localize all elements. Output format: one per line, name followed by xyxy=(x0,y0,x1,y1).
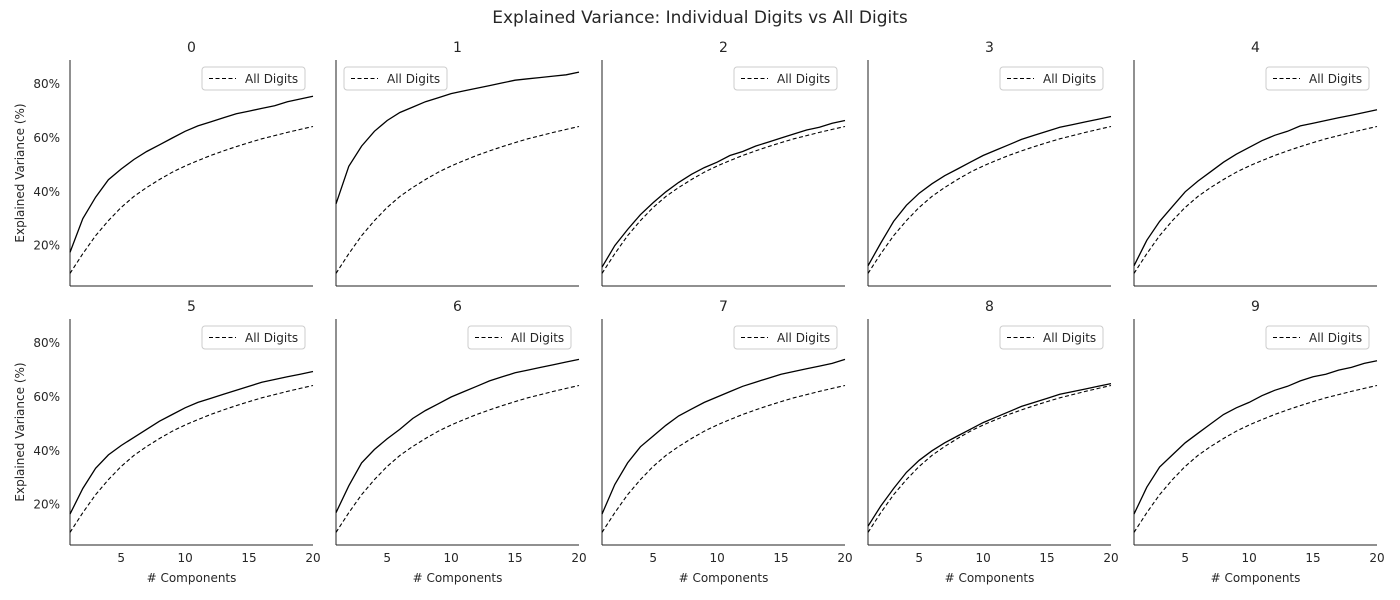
x-tick-label: 10 xyxy=(443,551,458,565)
digit-line xyxy=(1133,360,1378,515)
legend-label: All Digits xyxy=(511,331,564,345)
y-tick-label: 20% xyxy=(33,498,60,512)
all-digits-line xyxy=(335,384,580,533)
y-axis-label: Explained Variance (%) xyxy=(13,103,27,242)
legend-label: All Digits xyxy=(1043,331,1096,345)
y-tick-label: 60% xyxy=(33,390,60,404)
panel-title: 1 xyxy=(453,40,462,56)
y-tick-label: 40% xyxy=(33,444,60,458)
x-tick-label: 10 xyxy=(709,551,724,565)
x-tick-label: 15 xyxy=(241,551,256,565)
panel-title: 7 xyxy=(719,299,728,315)
panel-title: 8 xyxy=(985,299,994,315)
legend-label: All Digits xyxy=(387,72,440,86)
x-axis-label: # Components xyxy=(413,571,503,585)
x-tick-label: 20 xyxy=(305,551,320,565)
x-tick-label: 5 xyxy=(915,551,923,565)
legend-box xyxy=(201,66,306,91)
digit-line xyxy=(601,119,846,268)
x-tick-label: 15 xyxy=(773,551,788,565)
x-tick-label: 5 xyxy=(1181,551,1189,565)
digit-line xyxy=(335,71,580,205)
legend-box xyxy=(999,66,1104,91)
all-digits-line xyxy=(1133,384,1378,533)
legend-box xyxy=(201,325,306,350)
y-axis-label: Explained Variance (%) xyxy=(13,362,27,501)
x-tick-label: 20 xyxy=(1369,551,1384,565)
legend-label: All Digits xyxy=(1309,72,1362,86)
legend-box xyxy=(733,325,838,350)
legend-label: All Digits xyxy=(1043,72,1096,86)
digit-line xyxy=(335,358,580,513)
digit-line xyxy=(601,358,846,515)
panel-title: 2 xyxy=(719,40,728,56)
panel-title: 3 xyxy=(985,40,994,56)
y-tick-label: 60% xyxy=(33,131,60,145)
x-axis-label: # Components xyxy=(945,571,1035,585)
x-axis-label: # Components xyxy=(1211,571,1301,585)
y-tick-label: 80% xyxy=(33,336,60,350)
legend-box xyxy=(1265,66,1370,91)
legend-box xyxy=(467,325,572,350)
legend-box xyxy=(1265,325,1370,350)
x-axis-label: # Components xyxy=(147,571,237,585)
all-digits-line xyxy=(867,125,1112,274)
x-axis-label: # Components xyxy=(679,571,769,585)
x-tick-label: 10 xyxy=(975,551,990,565)
digit-line xyxy=(69,370,314,515)
all-digits-line xyxy=(335,125,580,274)
panel-title: 9 xyxy=(1251,299,1260,315)
panel-title: 4 xyxy=(1251,40,1260,56)
legend-box xyxy=(733,66,838,91)
x-tick-label: 10 xyxy=(177,551,192,565)
x-tick-label: 15 xyxy=(507,551,522,565)
panel-title: 0 xyxy=(187,40,196,56)
panel-title: 5 xyxy=(187,299,196,315)
legend-label: All Digits xyxy=(1309,331,1362,345)
digit-line xyxy=(867,115,1112,267)
legend-label: All Digits xyxy=(777,72,830,86)
legend-box xyxy=(999,325,1104,350)
panel-title: 6 xyxy=(453,299,462,315)
legend-box xyxy=(343,66,448,91)
x-tick-label: 20 xyxy=(1103,551,1118,565)
x-tick-label: 5 xyxy=(383,551,391,565)
legend-label: All Digits xyxy=(777,331,830,345)
digit-line xyxy=(1133,109,1378,267)
x-tick-label: 5 xyxy=(649,551,657,565)
x-tick-label: 20 xyxy=(837,551,852,565)
all-digits-line xyxy=(867,384,1112,533)
x-tick-label: 15 xyxy=(1039,551,1054,565)
all-digits-line xyxy=(601,125,846,274)
x-tick-label: 10 xyxy=(1241,551,1256,565)
x-tick-label: 20 xyxy=(571,551,586,565)
legend-label: All Digits xyxy=(245,72,298,86)
all-digits-line xyxy=(69,125,314,274)
all-digits-line xyxy=(69,384,314,533)
digit-line xyxy=(867,382,1112,527)
y-tick-label: 20% xyxy=(33,239,60,253)
all-digits-line xyxy=(1133,125,1378,274)
y-tick-label: 80% xyxy=(33,77,60,91)
digit-line xyxy=(69,95,314,253)
figure-title: Explained Variance: Individual Digits vs… xyxy=(492,8,908,28)
x-tick-label: 5 xyxy=(117,551,125,565)
x-tick-label: 15 xyxy=(1305,551,1320,565)
y-tick-label: 40% xyxy=(33,185,60,199)
all-digits-line xyxy=(601,384,846,533)
legend-label: All Digits xyxy=(245,331,298,345)
